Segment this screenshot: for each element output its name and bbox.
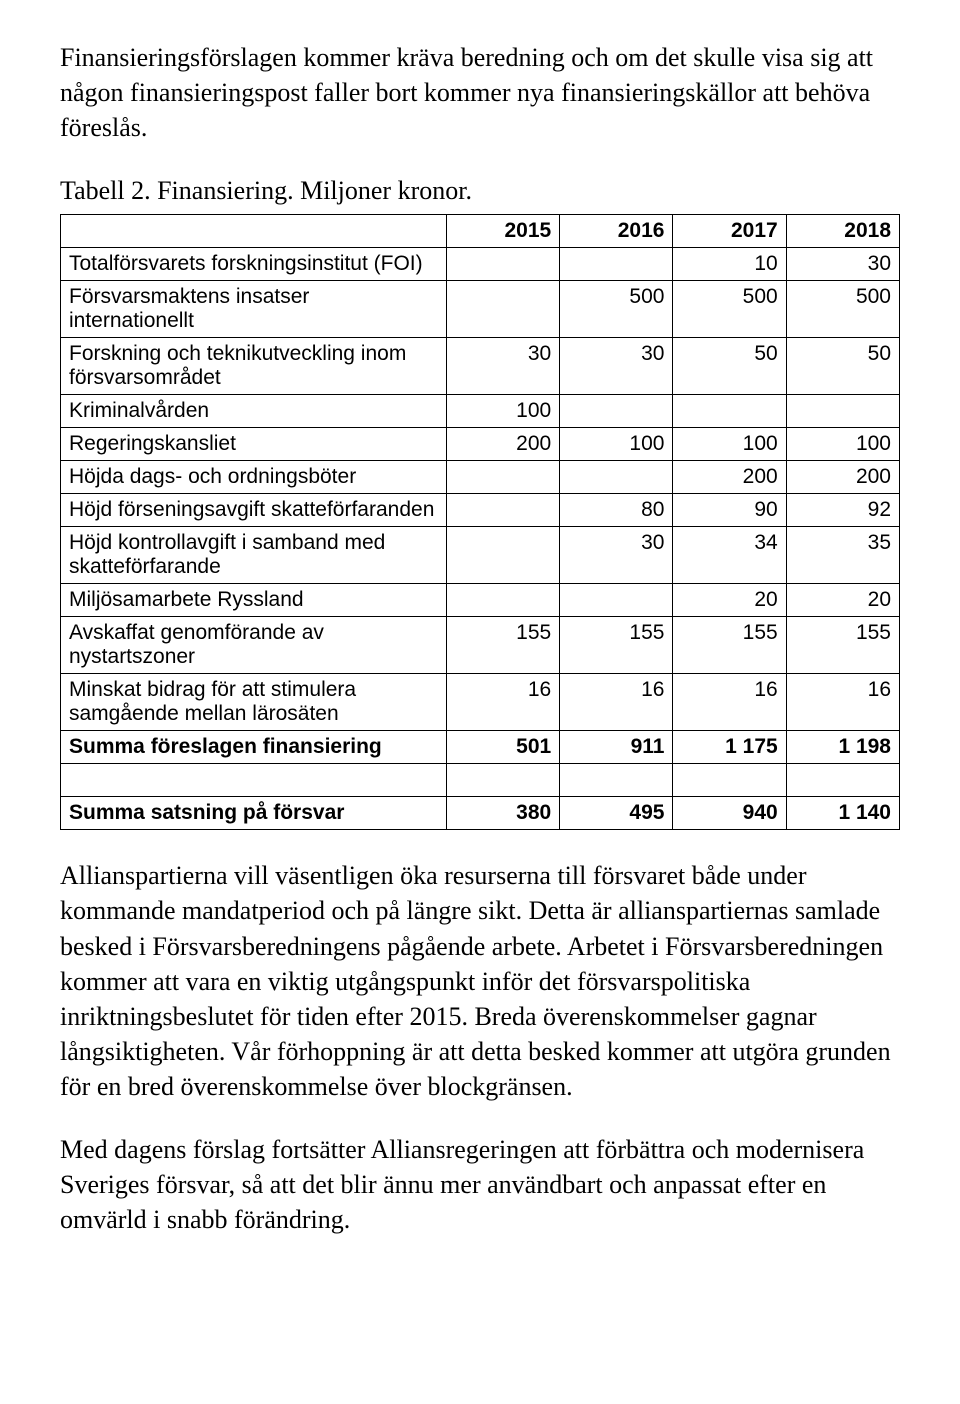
row-label (61, 764, 447, 797)
row-cell: 34 (673, 527, 786, 584)
row-cell: 92 (786, 494, 899, 527)
row-cell (560, 584, 673, 617)
row-cell: 940 (673, 797, 786, 830)
row-cell: 20 (786, 584, 899, 617)
table-row: Minskat bidrag för att stimulera samgåen… (61, 674, 900, 731)
header-cell-2015: 2015 (446, 215, 559, 248)
row-cell: 16 (786, 674, 899, 731)
row-cell (673, 764, 786, 797)
table-row: Höjda dags- och ordningsböter 200200 (61, 461, 900, 494)
row-cell: 500 (786, 281, 899, 338)
table-row: Miljösamarbete Ryssland 2020 (61, 584, 900, 617)
row-label: Försvarsmaktens insatser internationellt (61, 281, 447, 338)
body-paragraph-2: Med dagens förslag fortsätter Alliansreg… (60, 1132, 900, 1237)
row-cell (560, 395, 673, 428)
row-label: Avskaffat genomförande av nystartszoner (61, 617, 447, 674)
row-cell: 30 (446, 338, 559, 395)
row-cell: 380 (446, 797, 559, 830)
row-cell: 155 (560, 617, 673, 674)
row-cell: 155 (673, 617, 786, 674)
row-label: Höjd förseningsavgift skatteförfaranden (61, 494, 447, 527)
header-cell-2018: 2018 (786, 215, 899, 248)
row-cell: 500 (673, 281, 786, 338)
row-cell: 1 175 (673, 731, 786, 764)
table-head: 2015 2016 2017 2018 (61, 215, 900, 248)
header-cell-empty (61, 215, 447, 248)
table-row: Höjd kontrollavgift i samband med skatte… (61, 527, 900, 584)
row-cell: 50 (786, 338, 899, 395)
header-cell-2016: 2016 (560, 215, 673, 248)
row-cell: 1 198 (786, 731, 899, 764)
row-cell: 100 (560, 428, 673, 461)
row-label: Summa föreslagen finansiering (61, 731, 447, 764)
row-cell: 501 (446, 731, 559, 764)
row-cell: 90 (673, 494, 786, 527)
row-label: Höjda dags- och ordningsböter (61, 461, 447, 494)
row-cell (446, 281, 559, 338)
table-row: Summa satsning på försvar3804959401 140 (61, 797, 900, 830)
row-cell (446, 584, 559, 617)
header-cell-2017: 2017 (673, 215, 786, 248)
row-cell: 20 (673, 584, 786, 617)
row-cell: 30 (560, 527, 673, 584)
row-cell (560, 461, 673, 494)
row-cell (786, 764, 899, 797)
row-cell: 911 (560, 731, 673, 764)
row-cell: 100 (446, 395, 559, 428)
row-cell (786, 395, 899, 428)
row-cell: 1 140 (786, 797, 899, 830)
row-cell: 30 (560, 338, 673, 395)
row-cell (560, 764, 673, 797)
row-cell: 10 (673, 248, 786, 281)
table-row: Avskaffat genomförande av nystartszoner1… (61, 617, 900, 674)
row-cell: 35 (786, 527, 899, 584)
row-cell: 16 (673, 674, 786, 731)
row-cell: 50 (673, 338, 786, 395)
row-cell: 200 (673, 461, 786, 494)
row-cell: 155 (786, 617, 899, 674)
table-row: Försvarsmaktens insatser internationellt… (61, 281, 900, 338)
row-label: Kriminalvården (61, 395, 447, 428)
row-cell (446, 527, 559, 584)
financing-table: 2015 2016 2017 2018 Totalförsvarets fors… (60, 214, 900, 830)
row-cell: 495 (560, 797, 673, 830)
row-cell: 80 (560, 494, 673, 527)
table-row: Forskning och teknikutveckling inom förs… (61, 338, 900, 395)
row-label: Miljösamarbete Ryssland (61, 584, 447, 617)
intro-paragraph: Finansieringsförslagen kommer kräva bere… (60, 40, 900, 145)
row-cell (446, 248, 559, 281)
row-cell (446, 764, 559, 797)
row-cell: 200 (446, 428, 559, 461)
row-label: Forskning och teknikutveckling inom förs… (61, 338, 447, 395)
row-label: Summa satsning på försvar (61, 797, 447, 830)
row-cell: 100 (673, 428, 786, 461)
row-label: Regeringskansliet (61, 428, 447, 461)
row-cell (446, 494, 559, 527)
row-label: Minskat bidrag för att stimulera samgåen… (61, 674, 447, 731)
table-body: Totalförsvarets forskningsinstitut (FOI)… (61, 248, 900, 830)
row-cell (446, 461, 559, 494)
row-cell: 200 (786, 461, 899, 494)
table-row: Kriminalvården100 (61, 395, 900, 428)
table-row (61, 764, 900, 797)
header-row: 2015 2016 2017 2018 (61, 215, 900, 248)
row-cell: 16 (446, 674, 559, 731)
table-row: Höjd förseningsavgift skatteförfaranden 8… (61, 494, 900, 527)
row-cell (560, 248, 673, 281)
table-row: Summa föreslagen finansiering5019111 175… (61, 731, 900, 764)
row-cell: 100 (786, 428, 899, 461)
row-cell: 16 (560, 674, 673, 731)
row-cell: 155 (446, 617, 559, 674)
row-label: Höjd kontrollavgift i samband med skatte… (61, 527, 447, 584)
body-paragraph-1: Allianspartierna vill väsentligen öka re… (60, 858, 900, 1104)
table-row: Regeringskansliet200100100100 (61, 428, 900, 461)
row-cell (673, 395, 786, 428)
table-title: Tabell 2. Finansiering. Miljoner kronor. (60, 173, 900, 208)
row-cell: 30 (786, 248, 899, 281)
table-row: Totalförsvarets forskningsinstitut (FOI)… (61, 248, 900, 281)
row-cell: 500 (560, 281, 673, 338)
row-label: Totalförsvarets forskningsinstitut (FOI) (61, 248, 447, 281)
